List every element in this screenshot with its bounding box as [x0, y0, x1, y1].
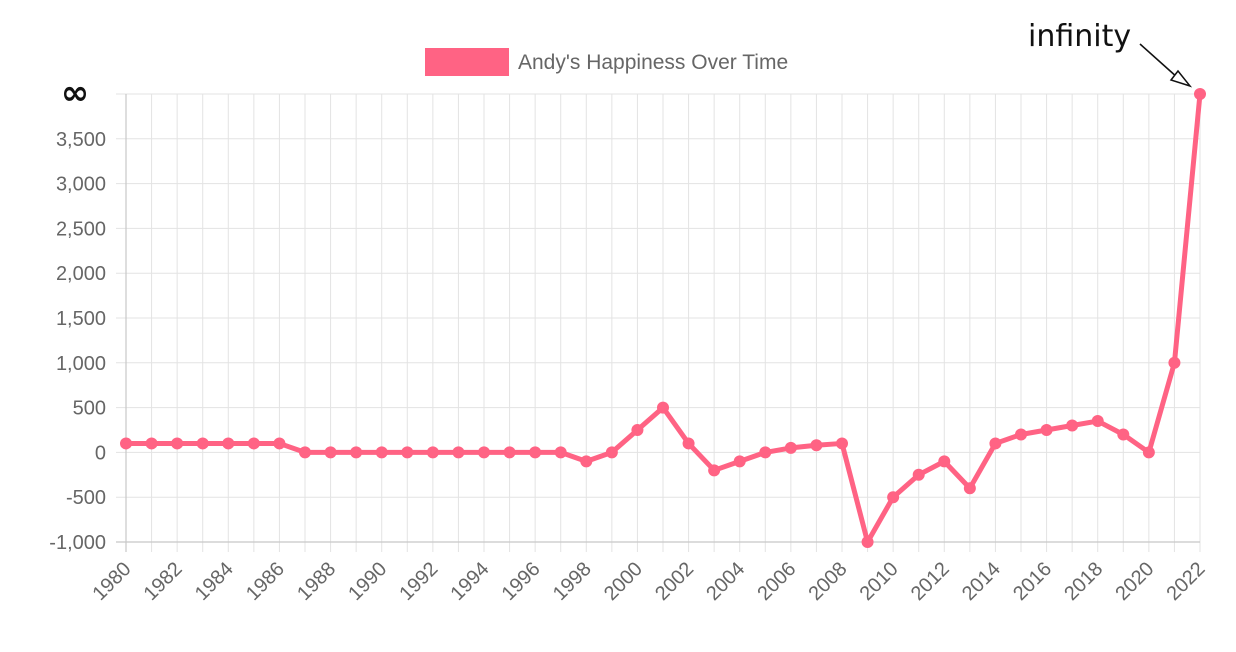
y-tick-label-infinity: ∞ [61, 73, 89, 113]
annotation-arrow-shaft [1139, 43, 1179, 79]
y-tick-label: 2,000 [56, 263, 106, 285]
legend-swatch[interactable] [425, 48, 509, 76]
data-point[interactable] [554, 446, 567, 459]
y-tick-label: -500 [66, 487, 106, 509]
y-tick-label: 1,500 [56, 308, 106, 330]
data-point[interactable] [401, 446, 414, 459]
data-point[interactable] [580, 455, 593, 468]
x-tick-label: 2006 [753, 558, 800, 605]
data-point[interactable] [324, 446, 337, 459]
data-point[interactable] [1091, 415, 1104, 428]
data-point[interactable] [810, 439, 823, 452]
y-tick-label: 500 [73, 398, 106, 420]
x-tick-label: 2020 [1111, 558, 1158, 605]
data-point[interactable] [145, 437, 158, 450]
grid-lines [116, 93, 1201, 552]
data-point[interactable] [503, 446, 516, 459]
data-point[interactable] [452, 446, 465, 459]
y-tick-label: 3,000 [56, 174, 106, 196]
legend-label[interactable]: Andy's Happiness Over Time [518, 51, 788, 74]
data-point[interactable] [1168, 356, 1181, 369]
data-point[interactable] [1194, 88, 1206, 100]
x-tick-label: 1982 [140, 558, 187, 605]
data-point[interactable] [989, 437, 1002, 450]
data-point[interactable] [426, 446, 439, 459]
data-point[interactable] [887, 491, 900, 504]
series-andys-happiness [120, 88, 1206, 548]
data-point[interactable] [350, 446, 363, 459]
y-axis-ticks: -1,000 -500 0 500 1,000 1,500 2,000 2,500 3,000 3… [49, 73, 106, 554]
x-tick-label: 1994 [447, 558, 494, 605]
data-point[interactable] [938, 455, 951, 468]
x-tick-label: 1980 [89, 558, 136, 605]
data-point[interactable] [529, 446, 542, 459]
data-point[interactable] [759, 446, 772, 459]
y-tick-label: 3,500 [56, 129, 106, 151]
axes [116, 94, 1200, 552]
x-tick-label: 2008 [805, 558, 852, 605]
x-tick-label: 2012 [907, 558, 954, 605]
x-tick-label: 2016 [1009, 558, 1056, 605]
data-point[interactable] [196, 437, 209, 450]
x-tick-label: 2004 [702, 558, 749, 605]
x-tick-label: 1988 [293, 558, 340, 605]
data-point[interactable] [273, 437, 286, 450]
data-point[interactable] [836, 437, 848, 450]
x-tick-label: 2002 [651, 558, 698, 605]
x-tick-label: 2018 [1060, 558, 1107, 605]
x-tick-label: 1998 [549, 558, 596, 605]
y-tick-label: 1,000 [56, 353, 106, 375]
data-point[interactable] [1066, 419, 1079, 432]
data-point[interactable] [682, 437, 695, 450]
data-point[interactable] [657, 401, 669, 414]
data-point[interactable] [784, 441, 797, 454]
data-point[interactable] [222, 437, 235, 450]
data-point[interactable] [912, 468, 925, 481]
data-point[interactable] [478, 446, 490, 459]
x-tick-label: 2010 [856, 558, 903, 605]
y-tick-label: -1,000 [49, 532, 106, 554]
data-point[interactable] [1117, 428, 1130, 441]
x-tick-label: 1990 [344, 558, 391, 605]
data-point[interactable] [963, 482, 976, 495]
x-tick-label: 1992 [395, 558, 442, 605]
x-tick-label: 1996 [498, 558, 545, 605]
data-point[interactable] [1015, 428, 1027, 441]
annotation-arrow-head [1169, 69, 1193, 88]
x-tick-label: 1984 [191, 558, 238, 605]
annotation-label: infinity [1028, 19, 1131, 54]
data-point[interactable] [120, 437, 132, 450]
data-point[interactable] [247, 437, 260, 450]
data-point[interactable] [861, 536, 874, 548]
data-point[interactable] [171, 437, 184, 450]
x-tick-label: 1986 [242, 558, 289, 605]
x-tick-label: 2014 [958, 558, 1005, 605]
x-axis-ticks: 1980 1982 1984 1986 1988 1990 1992 1994 1996 1998… [89, 558, 1210, 605]
legend[interactable]: Andy's Happiness Over Time [425, 48, 788, 76]
y-tick-label: 0 [95, 442, 106, 464]
y-tick-label: 2,500 [56, 218, 106, 240]
data-point[interactable] [605, 446, 618, 459]
data-point[interactable] [299, 446, 311, 459]
data-point[interactable] [1040, 424, 1053, 436]
data-point[interactable] [1142, 446, 1155, 459]
data-point[interactable] [631, 424, 644, 436]
data-point[interactable] [375, 446, 388, 459]
data-point[interactable] [733, 455, 746, 468]
x-tick-label: 2000 [600, 558, 647, 605]
data-point[interactable] [708, 464, 721, 477]
infinity-annotation: infinity [1028, 19, 1193, 88]
x-tick-label: 2022 [1163, 558, 1210, 605]
